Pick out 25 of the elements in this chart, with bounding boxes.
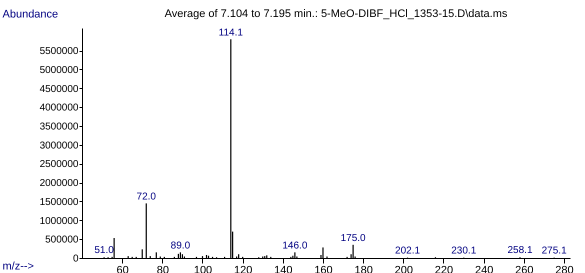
y-tick-label: 3000000	[40, 140, 79, 152]
y-tick-label: 5500000	[40, 46, 79, 58]
chart-title: Average of 7.104 to 7.195 min.: 5-MeO-DIBF_HCl_1353-15.D\data.ms	[164, 8, 508, 20]
annotation: 202.1	[395, 246, 420, 257]
y-tick-label: 500000	[45, 234, 79, 246]
x-axis-title: m/z-->	[2, 260, 34, 272]
y-tick-label: 0	[72, 254, 79, 264]
y-tick-label: 1500000	[40, 196, 79, 208]
y-tick-label: 3500000	[40, 122, 79, 133]
annotation: 275.1	[542, 246, 568, 257]
y-tick-label: 5000000	[40, 64, 79, 76]
annotation: 72.0	[136, 191, 156, 202]
annotation: 175.0	[340, 232, 366, 244]
y-tick-label: 4500000	[40, 84, 79, 95]
annotation: 89.0	[170, 240, 191, 252]
y-tick-label: 2000000	[40, 178, 79, 190]
y-tick-label: 1000000	[40, 216, 79, 227]
annotation: 114.1	[218, 27, 244, 38]
annotation: 230.1	[451, 246, 477, 257]
y-axis-title: Abundance	[2, 8, 58, 20]
annotation: 51.0	[94, 245, 114, 256]
y-tick-label: 2500000	[40, 159, 79, 170]
y-tick-label: 4000000	[40, 102, 79, 114]
annotation: 146.0	[282, 240, 308, 252]
annotation: 258.1	[507, 245, 533, 256]
